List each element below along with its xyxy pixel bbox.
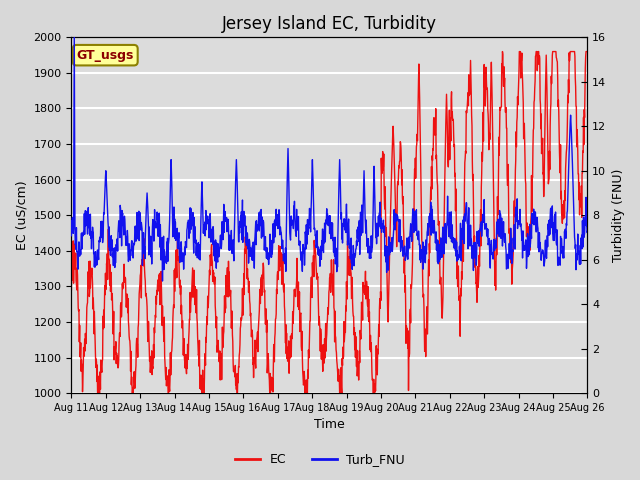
Y-axis label: Turbidity (FNU): Turbidity (FNU) [612, 168, 625, 262]
Text: GT_usgs: GT_usgs [77, 48, 134, 62]
Legend: EC, Turb_FNU: EC, Turb_FNU [230, 448, 410, 471]
X-axis label: Time: Time [314, 419, 345, 432]
Title: Jersey Island EC, Turbidity: Jersey Island EC, Turbidity [222, 15, 437, 33]
Y-axis label: EC (uS/cm): EC (uS/cm) [15, 180, 28, 250]
